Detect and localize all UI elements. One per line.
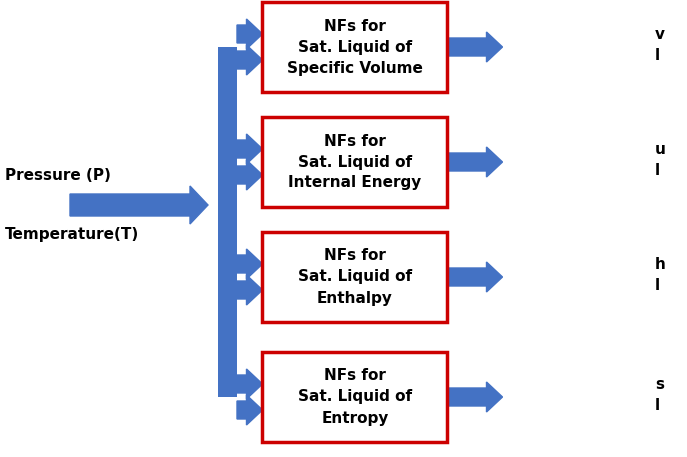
Text: NFs for
Sat. Liquid of
Entropy: NFs for Sat. Liquid of Entropy — [298, 368, 412, 425]
Text: u
l: u l — [655, 142, 666, 178]
FancyArrow shape — [70, 186, 208, 224]
FancyBboxPatch shape — [262, 352, 447, 442]
FancyArrow shape — [447, 147, 502, 177]
FancyArrow shape — [447, 262, 502, 292]
FancyArrow shape — [237, 19, 262, 49]
FancyArrow shape — [237, 275, 262, 305]
Text: h
l: h l — [655, 257, 666, 293]
Text: v
l: v l — [655, 27, 665, 63]
FancyBboxPatch shape — [262, 232, 447, 322]
Text: NFs for
Sat. Liquid of
Enthalpy: NFs for Sat. Liquid of Enthalpy — [298, 249, 412, 305]
Bar — [231, 47, 237, 397]
FancyArrow shape — [237, 45, 262, 75]
FancyArrow shape — [237, 134, 262, 164]
Text: NFs for
Sat. Liquid of
Specific Volume: NFs for Sat. Liquid of Specific Volume — [287, 18, 423, 75]
FancyArrow shape — [237, 249, 262, 279]
FancyArrow shape — [447, 32, 502, 62]
FancyBboxPatch shape — [262, 2, 447, 92]
FancyArrow shape — [237, 369, 262, 399]
Text: NFs for
Sat. Liquid of
Internal Energy: NFs for Sat. Liquid of Internal Energy — [289, 133, 422, 191]
FancyArrow shape — [447, 382, 502, 412]
Bar — [218, 47, 231, 397]
FancyArrow shape — [237, 160, 262, 190]
FancyArrow shape — [237, 395, 262, 425]
Text: Pressure (P): Pressure (P) — [5, 168, 111, 182]
Text: Temperature(T): Temperature(T) — [5, 228, 139, 243]
Text: s
l: s l — [655, 377, 664, 413]
FancyBboxPatch shape — [262, 117, 447, 207]
